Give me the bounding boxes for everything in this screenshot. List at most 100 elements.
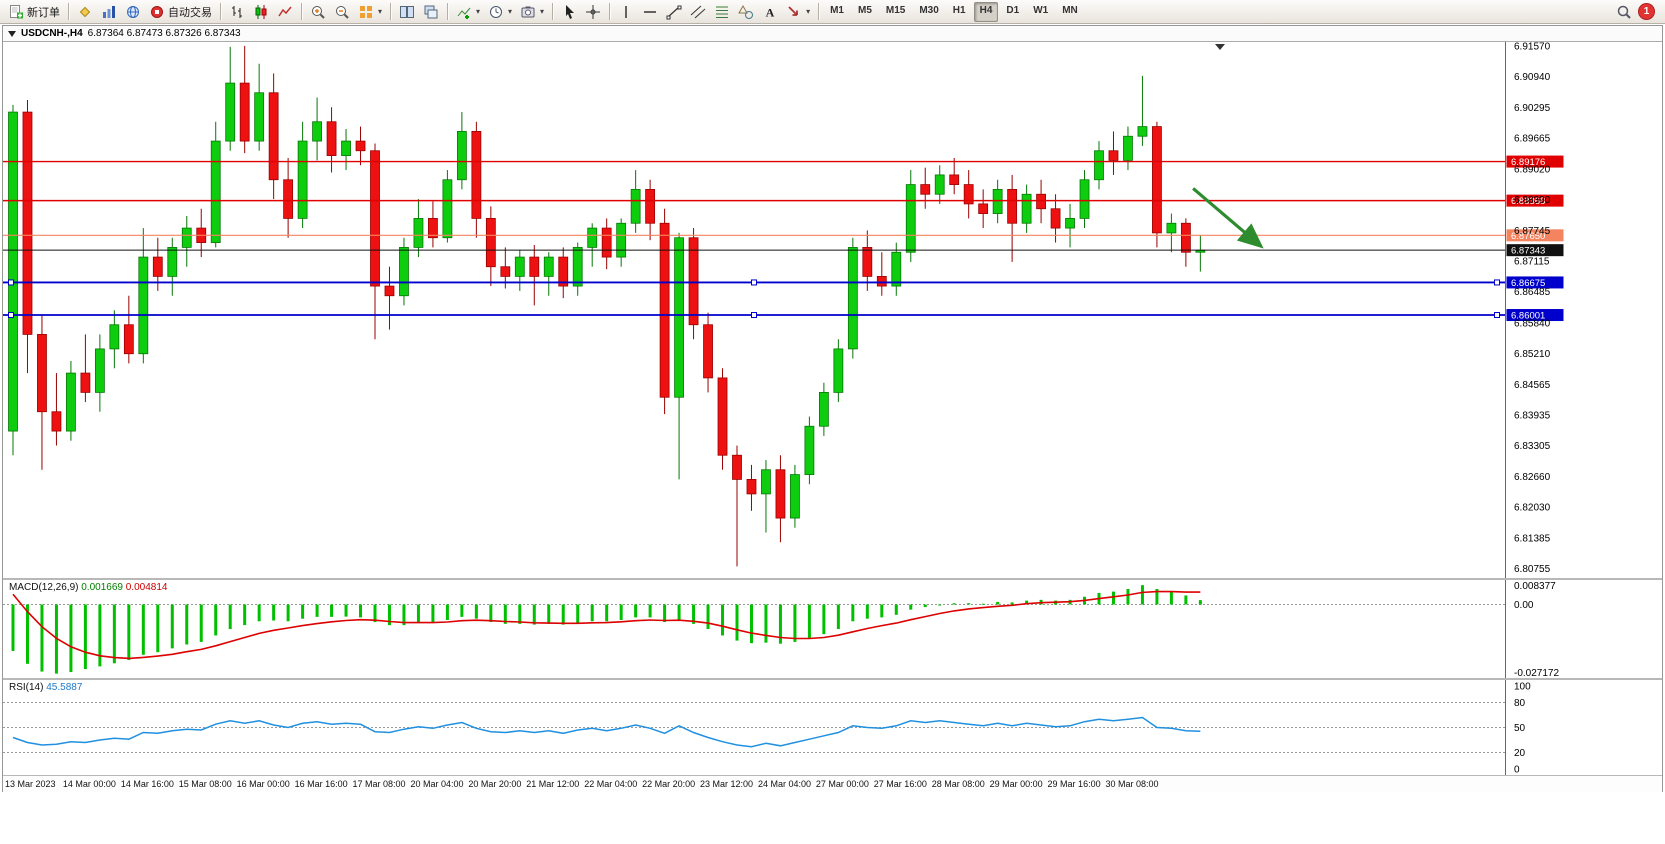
time-axis-label: 22 Mar 20:00 — [642, 779, 696, 789]
time-axis-label: 14 Mar 16:00 — [120, 779, 174, 789]
navigator-icon[interactable] — [121, 1, 145, 23]
trend-arrow-annotation[interactable] — [1192, 187, 1264, 249]
rsi-label: RSI(14) 45.5887 — [9, 682, 83, 693]
rsi-axis-label: 100 — [1514, 681, 1531, 692]
fibonacci-icon[interactable] — [710, 1, 734, 23]
cursor-icon[interactable] — [557, 1, 581, 23]
price-axis-label: 6.89020 — [1514, 165, 1551, 176]
hline-handle[interactable] — [1494, 279, 1500, 286]
new-order-button[interactable]: 新订单 — [4, 1, 64, 23]
market-watch-icon[interactable] — [97, 1, 121, 23]
timeframe-m15-button[interactable]: M15 — [885, 4, 906, 16]
price-axis-label: 6.83935 — [1514, 410, 1551, 421]
chevron-down-icon: ▾ — [806, 7, 811, 16]
rsi-canvas[interactable]: 100 80 50 20 0 — [3, 680, 1662, 775]
price-axis-label: 6.83305 — [1514, 441, 1551, 452]
zoom-out-icon[interactable] — [330, 1, 354, 23]
auto-trading-button[interactable]: 自动交易 — [145, 1, 216, 23]
search-icon[interactable] — [1612, 1, 1636, 23]
period-icon[interactable]: ▾ — [484, 1, 516, 23]
zoom-in-icon[interactable] — [306, 1, 330, 23]
price-tag — [1506, 229, 1564, 242]
price-chart-canvas[interactable]: 6.89176 6.88368 6.87650 6.87343 6.86675 6.860… — [3, 42, 1662, 578]
time-axis-label: 24 Mar 04:00 — [757, 779, 811, 789]
chart-titlebar[interactable]: USDCNH-,H4 6.87364 6.87473 6.87326 6.873… — [3, 26, 1662, 42]
timeframe-m1-button[interactable]: M1 — [830, 4, 844, 16]
template-icon[interactable]: ▾ — [516, 1, 548, 23]
time-axis-label: 30 Mar 08:00 — [1105, 779, 1159, 789]
trendline-icon[interactable] — [662, 1, 686, 23]
text-icon[interactable]: A — [758, 1, 782, 23]
timeframe-h1-button[interactable]: H1 — [952, 4, 966, 16]
time-axis-label: 29 Mar 00:00 — [989, 779, 1043, 789]
macd-pane[interactable]: MACD(12,26,9) 0.001669 0.004814 0.008377… — [3, 580, 1662, 680]
hline-handle[interactable] — [1494, 312, 1500, 319]
arrows-icon[interactable]: ▾ — [782, 1, 814, 23]
price-tag — [1506, 244, 1564, 257]
time-axis-label: 23 Mar 12:00 — [700, 779, 754, 789]
grid-icon[interactable]: ▾ — [354, 1, 386, 23]
timeframe-h4-button[interactable]: H4 — [973, 1, 999, 22]
horizontal-line-icon[interactable] — [638, 1, 662, 23]
macd-axis-label: -0.027172 — [1514, 668, 1559, 678]
hline-handle[interactable] — [8, 312, 14, 319]
bar-chart-icon[interactable] — [225, 1, 249, 23]
toolbar-separator — [220, 3, 221, 20]
timeframe-d1-button[interactable]: D1 — [1006, 4, 1020, 16]
time-axis-label: 20 Mar 20:00 — [468, 779, 522, 789]
new-order-button-label: 新订单 — [27, 6, 60, 19]
tile-windows-icon[interactable] — [395, 1, 419, 23]
cascade-windows-icon[interactable] — [419, 1, 443, 23]
price-axis-label: 6.82030 — [1514, 502, 1551, 513]
vertical-line-icon[interactable] — [614, 1, 638, 23]
chevron-down-icon: ▾ — [476, 7, 481, 16]
timeframe-m5-button[interactable]: M5 — [857, 4, 872, 16]
time-axis[interactable]: 13 Mar 2023 14 Mar 00:00 14 Mar 16:00 15 Ma… — [3, 776, 1662, 792]
price-pane[interactable]: 6.89176 6.88368 6.87650 6.87343 6.86675 6.860… — [3, 42, 1662, 580]
timeframe-m30-button[interactable]: M30 — [919, 4, 939, 16]
indicators-icon[interactable]: ▾ — [452, 1, 484, 23]
rsi-axis-label: 20 — [1514, 748, 1526, 759]
notification-badge[interactable]: 1 — [1638, 3, 1655, 20]
macd-value-signal: 0.004814 — [125, 582, 168, 593]
timeframe-w1-button[interactable]: W1 — [1033, 4, 1049, 16]
time-axis-label: 15 Mar 08:00 — [178, 779, 232, 789]
rsi-axis-label: 80 — [1514, 698, 1526, 709]
rsi-line — [12, 716, 1201, 748]
timeframe-mn-button[interactable]: MN — [1062, 4, 1078, 16]
equidistant-channel-icon[interactable] — [686, 1, 710, 23]
toolbar-separator — [301, 3, 302, 20]
macd-canvas[interactable]: 0.008377 0.00 -0.027172 — [3, 580, 1662, 678]
chart-ohlc-values: 6.87364 6.87473 6.87326 6.87343 — [87, 28, 241, 39]
price-tag-label: 6.88368 — [1511, 196, 1545, 207]
shapes-icon[interactable] — [734, 1, 758, 23]
rsi-axis-label: 0 — [1514, 765, 1520, 775]
price-axis-label: 6.85840 — [1514, 318, 1551, 329]
rsi-pane[interactable]: RSI(14) 45.5887 100 80 50 20 0 — [3, 680, 1662, 776]
hline-handle[interactable] — [751, 312, 757, 319]
window-menu-icon[interactable] — [8, 30, 16, 37]
metaeditor-icon[interactable] — [73, 1, 97, 23]
price-axis-label: 6.91570 — [1514, 42, 1551, 52]
toolbar-separator — [447, 3, 449, 20]
price-axis-label: 6.85210 — [1514, 349, 1551, 360]
price-axis-label: 6.88390 — [1514, 195, 1551, 206]
price-tag-label: 6.87650 — [1511, 231, 1545, 242]
hline-handle[interactable] — [751, 279, 757, 286]
time-axis-label: 28 Mar 08:00 — [931, 779, 985, 789]
price-tag-label: 6.86001 — [1511, 311, 1545, 322]
candlestick-chart-icon[interactable] — [249, 1, 273, 23]
time-axis-label: 14 Mar 00:00 — [62, 779, 116, 789]
macd-signal-line — [12, 590, 1201, 660]
macd-axis-label: 0.008377 — [1514, 581, 1556, 592]
price-tag-label: 6.89176 — [1511, 157, 1545, 168]
line-chart-icon[interactable] — [273, 1, 297, 23]
price-axis-label: 6.87115 — [1514, 257, 1550, 268]
time-axis-label: 22 Mar 04:00 — [584, 779, 638, 789]
crosshair-icon[interactable] — [581, 1, 605, 23]
chart-window: USDCNH-,H4 6.87364 6.87473 6.87326 6.873… — [2, 25, 1663, 792]
price-axis-label: 6.84565 — [1514, 380, 1551, 391]
hline-handle[interactable] — [8, 279, 14, 286]
time-axis-label: 20 Mar 04:00 — [410, 779, 464, 789]
time-axis-label: 16 Mar 16:00 — [294, 779, 348, 789]
